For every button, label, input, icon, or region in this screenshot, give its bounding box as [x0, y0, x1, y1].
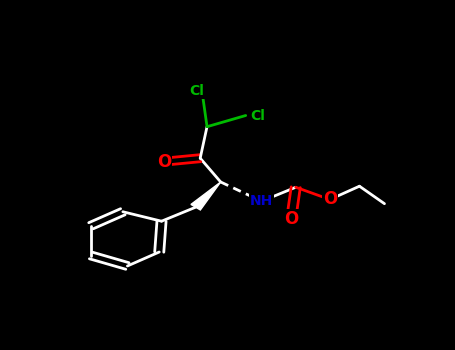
Text: O: O: [284, 210, 298, 228]
Text: NH: NH: [250, 194, 273, 208]
Text: Cl: Cl: [251, 108, 265, 122]
Text: O: O: [323, 190, 337, 209]
Text: O: O: [157, 153, 171, 171]
Text: Cl: Cl: [190, 84, 204, 98]
Polygon shape: [191, 182, 221, 210]
